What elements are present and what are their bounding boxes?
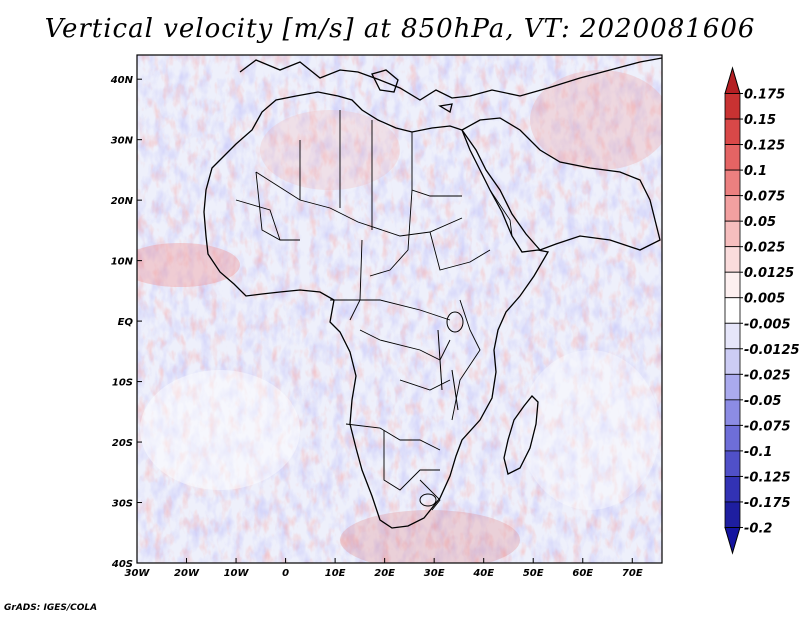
chart-title: Vertical velocity [m/s] at 850hPa, VT: 2… — [44, 14, 756, 44]
colorbar-label: -0.125 — [744, 470, 791, 485]
lon-tick-label: 20E — [374, 568, 395, 579]
colorbar-label: -0.175 — [744, 496, 791, 511]
colorbar-label: -0.2 — [744, 521, 772, 536]
colorbar-segment — [724, 476, 741, 503]
colorbar-segment — [724, 169, 741, 197]
colorbar-label: -0.0125 — [744, 343, 800, 358]
lon-tick-label: 30W — [125, 568, 151, 579]
colorbar-min-triangle — [724, 526, 741, 555]
colorbar-segment — [724, 195, 741, 222]
credit-text: GrADS: IGES/COLA — [4, 603, 98, 613]
lon-tick-label: 20W — [174, 568, 200, 579]
lon-tick-label: 30E — [424, 568, 445, 579]
colorbar-label: 0.15 — [744, 113, 776, 128]
velocity-field — [137, 55, 662, 563]
country-borders — [235, 110, 513, 511]
colorbar-label: 0.1 — [744, 164, 767, 179]
latitude-axis: 40N 30N 20N 10N EQ 10S 20S 30S 40S — [110, 75, 142, 570]
colorbar-max-triangle — [724, 66, 741, 95]
lakes — [419, 311, 464, 507]
colorbar-segment — [724, 271, 741, 299]
lat-tick-label: 30N — [111, 136, 134, 147]
lon-tick-label: 10W — [224, 568, 250, 579]
lat-tick-label: 40N — [110, 75, 134, 86]
lon-tick-label: 10E — [325, 568, 346, 579]
lat-tick-label: 20S — [112, 438, 133, 449]
colorbar-segment — [724, 373, 741, 401]
colorbar-label: 0.005 — [744, 292, 785, 307]
colorbar-label: 0.05 — [744, 215, 776, 230]
colorbar-segment — [724, 144, 741, 171]
lon-tick-label: 70E — [622, 568, 643, 579]
colorbar-label: 0.0125 — [744, 266, 794, 281]
colorbar-segment — [724, 322, 741, 350]
lat-tick-label: 30S — [112, 499, 133, 510]
colorbar-label: -0.075 — [744, 419, 791, 434]
lon-tick-label: 50E — [523, 568, 544, 579]
colorbar-label: -0.005 — [744, 317, 791, 332]
lon-tick-label: 60E — [572, 568, 593, 579]
colorbar-label: 0.075 — [744, 190, 785, 205]
colorbar-segment — [724, 297, 741, 324]
colorbar-segment — [724, 118, 741, 145]
colorbar-label: -0.05 — [744, 394, 781, 409]
lat-tick-label: 20N — [111, 196, 134, 207]
colorbar-segment — [724, 348, 741, 375]
colorbar-segment — [724, 220, 741, 248]
colorbar-label: 0.175 — [744, 88, 785, 103]
colorbar-label: 0.025 — [744, 241, 785, 256]
colorbar-segment — [724, 246, 741, 273]
longitude-axis: 30W 20W 10W 0 10E 20E 30E 40E 50E 60E 70E — [125, 558, 643, 579]
lat-tick-label: 10N — [111, 257, 134, 268]
lat-tick-label: 40S — [111, 559, 133, 570]
lon-tick-label: 0 — [282, 568, 289, 579]
colorbar-segment — [724, 399, 741, 426]
colorbar-label: -0.025 — [744, 368, 791, 383]
lat-tick-label: 10S — [112, 378, 133, 389]
colorbar-segment — [724, 501, 741, 528]
colorbar-segment — [724, 424, 741, 452]
colorbar-label: -0.1 — [744, 445, 772, 460]
coastlines — [203, 57, 662, 529]
colorbar: 0.175 0.15 0.125 0.1 0.075 0.05 0.025 0.0125 0.0… — [724, 66, 800, 555]
lat-tick-label: EQ — [118, 317, 134, 328]
colorbar-segment — [724, 93, 741, 120]
colorbar-label: 0.125 — [744, 139, 785, 154]
plot-frame — [136, 54, 663, 564]
colorbar-segment — [724, 450, 741, 477]
lon-tick-label: 40E — [472, 568, 494, 579]
